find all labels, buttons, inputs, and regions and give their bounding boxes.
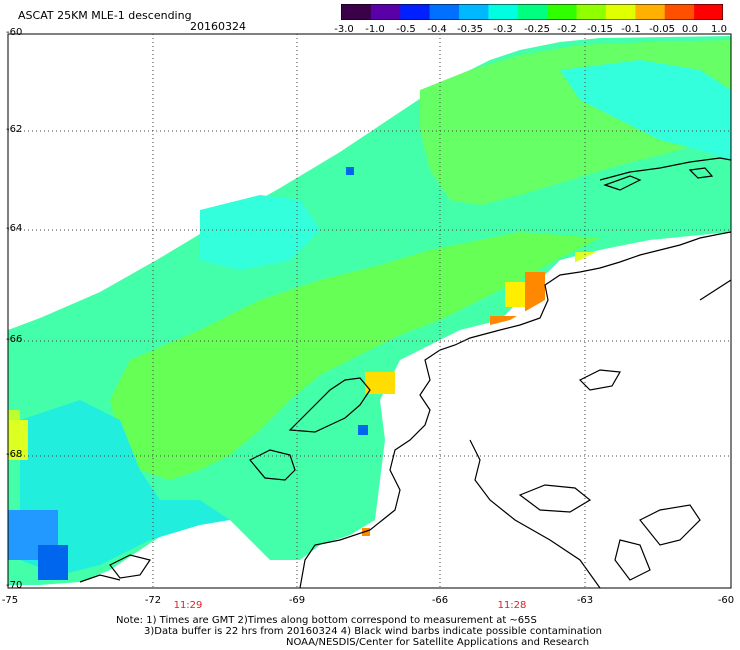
colorbar-segment: [429, 4, 460, 20]
lon-label: -75: [1, 595, 19, 606]
colorbar-tick: -0.1: [621, 24, 641, 35]
footnote-line: NOAA/NESDIS/Center for Satellite Applica…: [286, 637, 590, 648]
yellow-patch: [8, 410, 20, 420]
time-label: 11:29: [173, 600, 203, 611]
footnote: Note: 1) Times are GMT 2)Times along bot…: [116, 615, 602, 648]
time-label: 11:28: [497, 600, 527, 611]
colorbar-tick: -3.0: [334, 24, 354, 35]
orange-patch: [362, 528, 370, 536]
graticule: [8, 34, 731, 588]
colorbar-segment: [370, 4, 401, 20]
footnote-line: Note: 1) Times are GMT 2)Times along bot…: [116, 615, 537, 626]
map-frame: [7, 33, 732, 589]
colorbar-segment: [693, 4, 723, 20]
colorbar-tick: 1.0: [711, 24, 727, 35]
lon-label: -60: [717, 595, 735, 606]
colorbar-segment: [517, 4, 548, 20]
green-band: [110, 232, 600, 480]
lat-label: -64: [6, 223, 23, 234]
colorbar-tick: -0.15: [587, 24, 613, 35]
colorbar-segment: [664, 4, 695, 20]
coastline: [79, 157, 731, 588]
colorbar-tick: -0.3: [493, 24, 513, 35]
lon-label: -72: [144, 595, 162, 606]
colorbar-segment: [634, 4, 665, 20]
colorbar: [341, 4, 723, 20]
colorbar-segment: [399, 4, 430, 20]
colorbar-segment: [576, 4, 606, 20]
lat-label: -62: [6, 124, 23, 135]
colorbar-segment: [487, 4, 518, 20]
colorbar-segment: [341, 4, 371, 20]
cyan-patch: [200, 195, 320, 270]
map-title: ASCAT 25KM MLE-1 descending: [18, 9, 192, 22]
blue-patch: [38, 545, 68, 580]
colorbar-tick: -0.4: [427, 24, 447, 35]
colorbar-tick: -0.25: [524, 24, 550, 35]
lat-label: -70: [6, 580, 23, 591]
orange-patch: [525, 272, 545, 312]
lon-label: -63: [576, 595, 594, 606]
colorbar-tick: -0.2: [557, 24, 577, 35]
colorbar-tick: -0.05: [649, 24, 675, 35]
blue-patch: [358, 425, 368, 435]
colorbar-segment: [458, 4, 489, 20]
lat-label: -66: [6, 334, 23, 345]
yellow-patch: [8, 420, 28, 460]
colorbar-tick: -0.35: [457, 24, 483, 35]
footnote-line: 3)Data buffer is 22 hrs from 20160324 4)…: [144, 626, 602, 637]
lat-label: -68: [6, 449, 23, 460]
lat-label: -60: [6, 27, 23, 38]
colorbar-tick: -1.0: [365, 24, 385, 35]
blue-patch: [346, 167, 354, 175]
cyan-patch: [560, 60, 731, 160]
colorbar-segment: [605, 4, 636, 20]
lon-label: -69: [288, 595, 306, 606]
colorbar-segment: [546, 4, 577, 20]
cyan-patch: [20, 400, 230, 575]
yellow-patch: [365, 372, 395, 394]
colorbar-tick: 0.0: [682, 24, 698, 35]
lon-label: -66: [431, 595, 449, 606]
map-date: 20160324: [190, 20, 246, 33]
land-nodata: [385, 236, 731, 588]
colorbar-tick: -0.5: [396, 24, 416, 35]
